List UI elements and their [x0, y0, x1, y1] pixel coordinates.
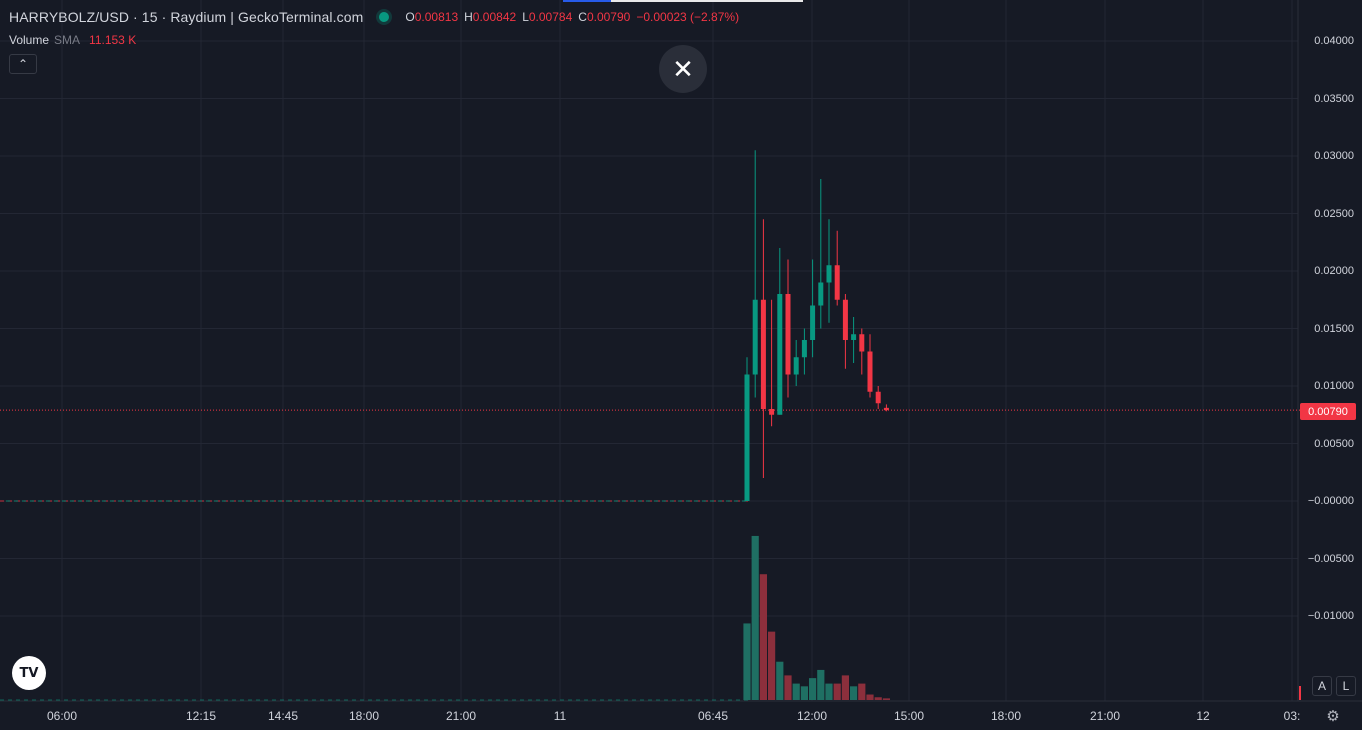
right-edge-marker: [1299, 686, 1301, 700]
candle-down: [834, 265, 840, 300]
candle-down: [883, 407, 889, 411]
time-axis-label: 21:00: [1089, 709, 1121, 723]
volume-bar: [833, 683, 841, 700]
candle-up: [777, 294, 783, 415]
price-axis-label: 0.04000: [1314, 35, 1354, 47]
time-axis-label: 12: [1196, 709, 1210, 723]
ohlc-values: O0.00813 H0.00842 L0.00784 C0.00790 −0.0…: [405, 10, 739, 24]
low-label: L: [522, 10, 529, 24]
close-label: C: [578, 10, 587, 24]
candle-up: [818, 282, 824, 306]
auto-scale-button[interactable]: A: [1312, 676, 1332, 696]
candle-up: [801, 340, 807, 358]
volume-bar: [792, 683, 800, 700]
price-axis-label: 0.01500: [1314, 322, 1354, 335]
time-axis-label: 18:00: [348, 709, 380, 723]
price-axis-label: 0.01000: [1314, 380, 1354, 392]
volume-bar: [866, 694, 874, 700]
tradingview-logo-icon[interactable]: TV: [12, 656, 46, 690]
candle-up: [851, 334, 857, 340]
price-axis-label: −0.00000: [1307, 495, 1354, 507]
volume-bar: [850, 686, 858, 700]
symbol-title[interactable]: HARRYBOLZ/USD · 15 · Raydium | GeckoTerm…: [9, 9, 364, 25]
top-progress-accent: [563, 0, 803, 2]
log-scale-button[interactable]: L: [1336, 676, 1356, 696]
high-label: H: [464, 10, 473, 24]
time-axis-label: 12:15: [185, 709, 217, 723]
price-axis-label: −0.00500: [1307, 552, 1354, 565]
time-axis-label: 06:00: [46, 709, 78, 723]
price-axis-label: 0.00500: [1314, 437, 1354, 450]
change-value: −0.00023 (−2.87%): [636, 10, 740, 24]
time-axis-label: 21:00: [445, 709, 477, 723]
volume-legend[interactable]: Volume SMA 11.153 K: [9, 33, 136, 47]
volume-bar: [784, 675, 792, 700]
volume-bar: [743, 623, 751, 700]
price-axis-label: 0.03500: [1314, 92, 1354, 105]
time-axis-label: 12:00: [796, 709, 828, 723]
time-axis-label: 14:45: [267, 709, 299, 723]
candle-down: [760, 299, 766, 409]
volume-bar: [882, 698, 890, 700]
price-axis-label: −0.01000: [1307, 610, 1354, 622]
volume-bar: [809, 678, 817, 700]
volume-bar: [776, 661, 784, 700]
price-axis-label: 0.03000: [1314, 150, 1354, 162]
chevron-up-icon: ⌃: [17, 57, 29, 71]
chart-legend: HARRYBOLZ/USD · 15 · Raydium | GeckoTerm…: [9, 8, 739, 26]
volume-bars: [743, 535, 890, 700]
volume-bar: [858, 683, 866, 700]
candle-up: [810, 305, 816, 340]
volume-value: 11.153 K: [89, 33, 137, 47]
time-axis-label: 06:45: [697, 709, 729, 723]
low-value: 0.00784: [528, 10, 573, 24]
time-axis-label: 11: [553, 709, 567, 723]
candlesticks: [744, 150, 889, 501]
volume-bar: [759, 574, 767, 700]
time-axis-label: 18:00: [990, 709, 1022, 723]
volume-bar: [768, 631, 776, 700]
high-value: 0.00842: [472, 10, 517, 24]
volume-bar: [841, 675, 849, 700]
candle-down: [785, 294, 791, 375]
volume-ma-label: SMA: [54, 33, 81, 47]
market-status-dot-icon: [379, 12, 390, 22]
candle-down: [859, 334, 865, 352]
time-axis-label: 03:: [1283, 709, 1301, 723]
candle-up: [826, 265, 832, 283]
close-icon: ✕: [672, 54, 694, 84]
volume-bar: [825, 683, 833, 700]
collapse-legend-button[interactable]: ⌃: [9, 54, 37, 74]
candle-down: [867, 351, 873, 392]
price-axis-label: 0.02000: [1314, 265, 1354, 277]
volume-bar: [800, 686, 808, 700]
last-price-tag: 0.00790: [1300, 403, 1356, 420]
time-axis-label: 15:00: [893, 709, 925, 723]
open-label: O: [405, 10, 415, 24]
candle-up: [793, 357, 799, 375]
volume-label: Volume: [9, 33, 50, 47]
volume-bar: [751, 535, 759, 700]
close-button[interactable]: ✕: [659, 45, 707, 93]
candle-down: [769, 409, 775, 415]
candle-up: [744, 374, 750, 501]
price-axis-label: 0.02500: [1314, 207, 1354, 220]
candle-down: [842, 299, 848, 340]
volume-bar: [817, 669, 825, 700]
candle-down: [875, 391, 881, 404]
volume-bar: [874, 697, 882, 700]
open-value: 0.00813: [414, 10, 459, 24]
candle-up: [752, 299, 758, 375]
close-value: 0.00790: [586, 10, 631, 24]
grid-lines: [0, 0, 1298, 701]
settings-gear-icon[interactable]: ⚙: [1326, 708, 1340, 725]
